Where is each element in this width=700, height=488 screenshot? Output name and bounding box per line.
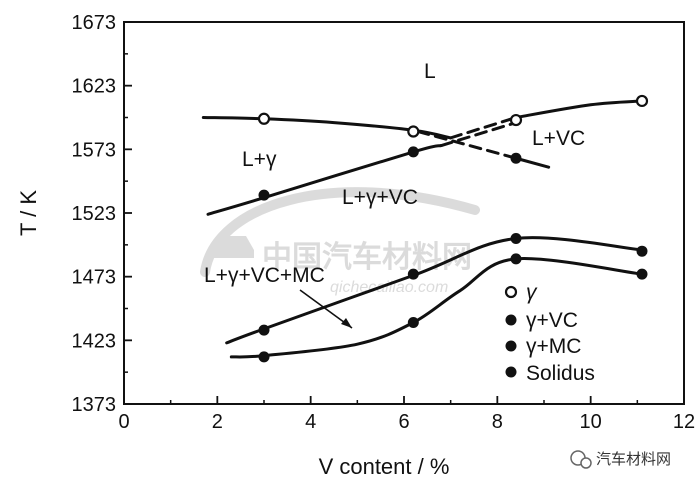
footer-watermark-text: 汽车材料网 — [596, 450, 671, 468]
legend-label-solidus: Solidus — [526, 362, 595, 385]
series-line — [449, 116, 518, 140]
data-point-filled — [407, 146, 419, 158]
data-point-open — [635, 94, 649, 108]
data-point-filled — [636, 268, 648, 280]
plot-area: 0 2 4 6 8 10 12 1373 1423 1473 1523 1573 1623 1673 V c… — [16, 12, 695, 479]
y-tick-label: 1573 — [72, 139, 117, 161]
series-line — [206, 144, 443, 216]
region-label-l-gamma: L+γ — [242, 148, 277, 171]
data-point-filled — [636, 245, 648, 257]
legend-marker-gamma-vc — [505, 314, 517, 326]
legend: γ γ+VC γ+MC Solidus — [504, 281, 595, 385]
series-line — [514, 156, 551, 169]
legend-label-gamma-vc: γ+VC — [526, 309, 578, 332]
y-tick-label: 1523 — [72, 203, 117, 225]
region-pointer-arrowhead — [341, 318, 352, 328]
data-point-open — [509, 113, 523, 127]
data-point-filled — [258, 351, 270, 363]
data-point-filled — [407, 317, 419, 329]
x-tick-label: 0 — [118, 411, 129, 433]
data-point-open — [407, 125, 420, 138]
x-tick-label: 6 — [398, 411, 409, 433]
x-tick-label: 8 — [492, 411, 503, 433]
data-point-open — [257, 112, 271, 125]
data-point-filled — [407, 268, 419, 280]
wechat-icon-bubble — [580, 457, 592, 469]
y-tick-label: 1423 — [72, 330, 117, 352]
legend-marker-solidus — [505, 366, 517, 378]
data-point-filled — [258, 189, 270, 201]
data-point-filled — [258, 324, 270, 336]
legend-marker-gamma — [504, 285, 518, 299]
y-tick-label: 1623 — [72, 76, 117, 98]
x-tick-label: 4 — [305, 411, 316, 433]
series-line — [439, 121, 518, 148]
region-label-l-vc: L+VC — [532, 127, 585, 150]
legend-marker-gamma-mc — [505, 340, 517, 352]
region-label-l-gamma-vc-mc: L+γ+VC+MC — [204, 264, 325, 287]
region-label-l: L — [424, 60, 436, 83]
footer-watermark: 汽车材料网 — [570, 450, 671, 469]
region-label-l-gamma-vc: L+γ+VC — [342, 186, 418, 209]
series-line — [416, 130, 518, 160]
data-point-filled — [510, 152, 522, 164]
y-tick-label: 1473 — [72, 267, 117, 289]
y-tick-label: 1373 — [72, 394, 117, 416]
y-axis-title: T / K — [16, 190, 41, 236]
legend-label-gamma: γ — [526, 281, 538, 304]
x-axis-title: V content / % — [319, 454, 450, 479]
x-tick-label: 10 — [580, 411, 602, 433]
series-line — [514, 99, 644, 119]
watermark: 中国汽车材料网 qichecailiao.com — [200, 187, 480, 296]
data-point-filled — [510, 232, 522, 244]
legend-label-gamma-mc: γ+MC — [526, 335, 581, 358]
data-point-filled — [510, 253, 522, 265]
watermark-url-text: qichecailiao.com — [330, 279, 448, 296]
watermark-swoosh — [200, 187, 480, 277]
watermark-logo-text: 中国汽车材料网 — [262, 240, 472, 275]
x-tick-label: 12 — [673, 411, 695, 433]
y-tick-label: 1673 — [72, 12, 117, 34]
x-tick-label: 2 — [212, 411, 223, 433]
watermark-car-icon — [212, 236, 254, 258]
